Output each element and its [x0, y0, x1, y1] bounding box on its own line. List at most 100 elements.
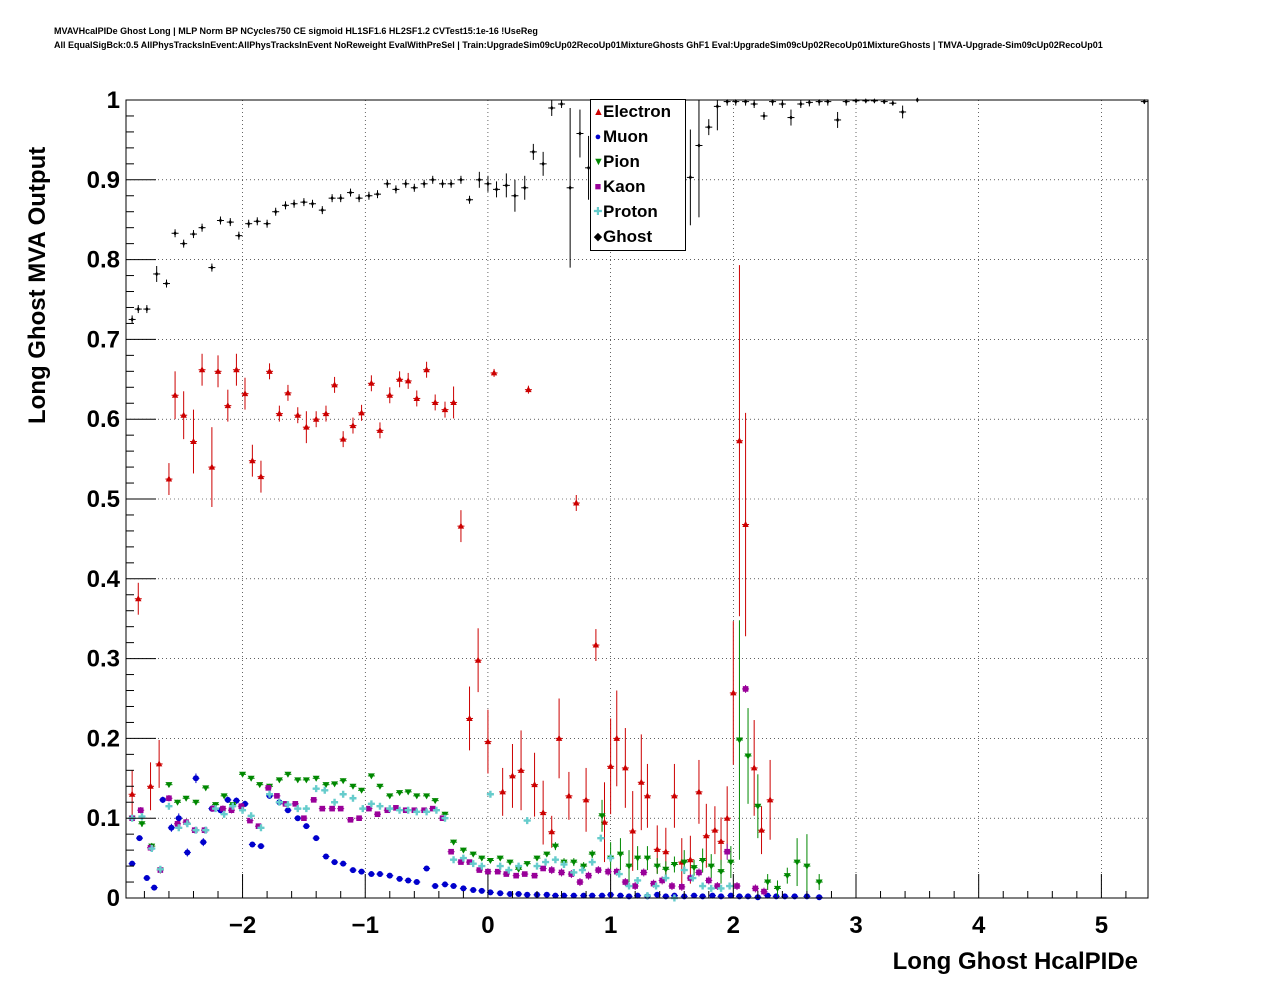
series-pion — [128, 620, 823, 898]
ghost-point — [576, 109, 584, 158]
pion-marker — [570, 859, 578, 866]
muon-marker — [515, 891, 522, 898]
muon-marker — [497, 890, 504, 897]
ghost-marker — [864, 98, 868, 104]
ghost-point — [337, 194, 345, 203]
pion-marker — [680, 859, 688, 866]
ghost-marker — [145, 306, 149, 312]
electron-marker — [592, 641, 600, 648]
kaon-marker — [310, 797, 317, 803]
pion-point — [523, 861, 531, 868]
kaon-marker — [374, 811, 381, 818]
muon-marker — [580, 892, 587, 899]
proton-point — [202, 826, 210, 834]
electron-point — [241, 377, 249, 410]
pion-marker — [653, 863, 661, 870]
electron-marker — [703, 832, 710, 839]
electron-marker — [644, 792, 651, 799]
electron-marker — [386, 391, 393, 398]
y-tick-label: 0.8 — [87, 247, 120, 274]
ghost-marker — [835, 117, 840, 123]
proton-point — [349, 794, 357, 802]
proton-point — [367, 800, 375, 808]
electron-point — [450, 386, 458, 419]
proton-point — [450, 856, 458, 864]
ghost-marker — [578, 130, 582, 137]
ghost-point — [447, 179, 455, 188]
pion-marker — [165, 782, 173, 789]
pion-marker — [478, 855, 486, 862]
ghost-point — [153, 265, 161, 282]
kaon-point — [273, 793, 281, 799]
ghost-point — [318, 206, 326, 215]
proton-point — [229, 802, 237, 810]
ghost-marker — [375, 191, 380, 197]
pion-point — [386, 793, 394, 800]
pion-marker — [803, 863, 811, 870]
y-tick-label: 0.2 — [87, 725, 120, 752]
pion-point — [396, 790, 404, 797]
electron-point — [396, 371, 404, 388]
muon-point — [192, 773, 200, 784]
proton-marker — [450, 856, 458, 864]
muon-point — [331, 859, 339, 866]
x-axis-title: Long Ghost HcalPIDe — [892, 948, 1138, 975]
muon-point — [708, 892, 716, 899]
pion-point — [423, 793, 431, 800]
kaon-marker — [632, 883, 638, 889]
proton-marker — [165, 802, 173, 810]
pion-point — [450, 839, 458, 846]
y-tick-label: 0 — [107, 885, 120, 912]
electron-marker — [441, 406, 449, 413]
pion-marker — [174, 799, 182, 806]
muon-point — [135, 835, 143, 842]
electron-marker — [629, 827, 636, 834]
muon-point — [423, 865, 431, 872]
pion-marker — [783, 873, 791, 880]
ghost-marker — [155, 271, 159, 277]
kaon-marker — [466, 859, 473, 865]
muon-point — [248, 841, 256, 848]
pion-point — [322, 782, 330, 789]
muon-marker — [727, 892, 734, 899]
electron-point — [490, 368, 498, 377]
electron-point — [457, 510, 465, 543]
proton-marker — [578, 866, 586, 874]
muon-point — [404, 877, 412, 884]
pion-marker — [815, 879, 823, 886]
muon-point — [431, 883, 439, 890]
kaon-marker — [255, 823, 262, 829]
pion-marker — [793, 859, 801, 866]
kaon-marker — [247, 817, 253, 824]
ghost-point — [281, 201, 289, 210]
pion-point — [588, 850, 596, 859]
electron-marker — [322, 410, 330, 417]
electron-point — [266, 363, 274, 380]
ghost-marker — [707, 124, 711, 130]
electron-point — [742, 412, 750, 637]
kaon-point — [174, 820, 182, 827]
ghost-marker — [218, 217, 223, 224]
muon-marker — [368, 871, 375, 878]
proton-point — [239, 806, 247, 814]
electron-marker — [413, 394, 420, 401]
electron-marker — [730, 689, 737, 696]
proton-point — [533, 862, 541, 870]
proton-point — [459, 854, 467, 862]
muon-point — [322, 853, 330, 860]
ghost-marker — [541, 161, 545, 167]
electron-marker — [312, 415, 320, 422]
pion-marker — [616, 851, 624, 858]
kaon-point — [760, 887, 768, 896]
pion-point — [690, 859, 698, 876]
kaon-point — [228, 807, 236, 814]
electron-marker — [284, 389, 292, 396]
pion-marker — [699, 857, 707, 864]
kaon-point — [264, 785, 272, 791]
electron-marker — [695, 788, 703, 795]
electron-point — [702, 803, 710, 868]
muon-marker — [487, 889, 494, 896]
proton-point — [578, 866, 586, 874]
proton-point — [192, 826, 200, 834]
muon-point — [284, 807, 292, 814]
